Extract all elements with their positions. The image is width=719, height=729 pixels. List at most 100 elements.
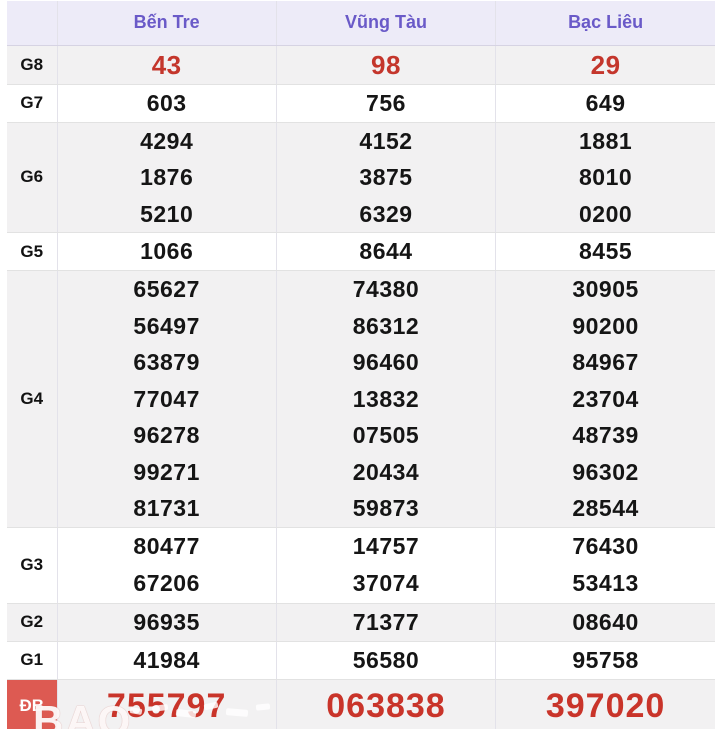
prize-cell-G4-col1: 74380 86312 96460 13832 07505 20434 59873 [276, 270, 497, 528]
prize-row-DB: ĐB 755797 063838 397020 [7, 679, 715, 729]
prize-value: 28544 [572, 495, 639, 521]
prize-value: 67206 [133, 570, 200, 596]
prize-value: 756 [366, 89, 406, 116]
prize-row-G4: G4 65627 56497 63879 77047 96278 99271 81731 743… [7, 270, 715, 528]
prize-value: 29 [590, 49, 621, 80]
prize-cell-G7-col0: 603 [57, 84, 277, 123]
prize-value: 86312 [352, 312, 420, 339]
prize-cell-G2-col2: 08640 [495, 603, 715, 642]
prize-value: 649 [585, 89, 626, 116]
prize-cell-G5-col1: 8644 [276, 232, 497, 271]
prize-cell-G3-col1: 14757 37074 [276, 527, 497, 604]
prize-label-G1: G1 [7, 641, 58, 680]
prize-cell-G7-col2: 649 [495, 84, 715, 123]
prize-value: 43 [151, 49, 182, 80]
prize-cell-G4-col2: 30905 90200 84967 23704 48739 96302 28544 [495, 270, 715, 528]
prize-value: 96460 [352, 349, 420, 375]
prize-value: 08640 [572, 608, 639, 635]
prize-cell-DB-col0: 755797 [57, 679, 277, 729]
prize-label-G5: G5 [7, 232, 58, 271]
prize-row-G1: G1 41984 56580 95758 [7, 641, 715, 680]
lottery-results-table: Bến Tre Vũng Tàu Bạc Liêu G8 43 98 29 G7 603 756… [7, 1, 715, 729]
prize-cell-G5-col2: 8455 [495, 232, 715, 271]
prize-cell-G3-col2: 76430 53413 [495, 527, 715, 604]
prize-value: 1876 [140, 164, 194, 190]
prize-cell-G3-col0: 80477 67206 [57, 527, 277, 604]
prize-cell-G1-col2: 95758 [495, 641, 715, 680]
prize-label-G2: G2 [7, 603, 58, 642]
column-header-2[interactable]: Bạc Liêu [495, 1, 715, 46]
prize-value: 59873 [352, 495, 420, 521]
prize-row-G5: G5 1066 8644 8455 [7, 232, 715, 271]
prize-value: 8010 [578, 164, 633, 190]
prize-value: 1881 [578, 127, 633, 154]
prize-value: 6329 [359, 200, 413, 227]
prize-cell-G5-col0: 1066 [57, 232, 277, 271]
prize-cell-DB-col1: 063838 [276, 679, 497, 729]
column-header-0[interactable]: Bến Tre [57, 1, 277, 46]
header-corner-cell [7, 1, 58, 46]
prize-value: 37074 [352, 570, 420, 596]
prize-value: 71377 [352, 608, 420, 635]
prize-value: 07505 [352, 422, 420, 448]
prize-label-G3: G3 [7, 527, 58, 604]
prize-value: 8455 [578, 238, 633, 264]
prize-value: 48739 [572, 422, 639, 448]
prize-value: 23704 [572, 385, 639, 412]
prize-value: 99271 [133, 458, 200, 485]
prize-value: 755797 [106, 686, 227, 725]
prize-value: 1066 [140, 238, 194, 264]
prize-label-G4: G4 [7, 270, 58, 528]
prize-value: 80477 [133, 532, 200, 559]
prize-value: 53413 [572, 570, 639, 596]
prize-value: 96278 [133, 422, 200, 448]
prize-value: 0200 [578, 200, 633, 227]
prize-value: 063838 [326, 686, 446, 725]
prize-row-G8: G8 43 98 29 [7, 45, 715, 85]
prize-row-G6: G6 4294 1876 5210 4152 3875 6329 1881 8010 0200 [7, 122, 715, 233]
prize-row-G7: G7 603 756 649 [7, 84, 715, 123]
prize-row-G2: G2 96935 71377 08640 [7, 603, 715, 642]
prize-cell-G4-col0: 65627 56497 63879 77047 96278 99271 81731 [57, 270, 277, 528]
prize-value: 74380 [352, 276, 420, 302]
prize-value: 63879 [133, 349, 200, 375]
prize-value: 56580 [352, 646, 420, 673]
prize-value: 65627 [133, 276, 200, 302]
column-header-1[interactable]: Vũng Tàu [276, 1, 497, 46]
prize-label-DB: ĐB [7, 679, 58, 729]
prize-cell-G8-col0: 43 [57, 45, 277, 85]
prize-value: 8644 [359, 238, 413, 264]
prize-value: 3875 [359, 164, 413, 190]
prize-value: 96302 [572, 458, 639, 485]
prize-value: 14757 [352, 532, 420, 559]
prize-value: 13832 [352, 385, 420, 412]
prize-label-G6: G6 [7, 122, 58, 233]
prize-value: 90200 [572, 312, 639, 339]
prize-cell-G8-col2: 29 [495, 45, 715, 85]
prize-value: 30905 [572, 276, 639, 302]
prize-label-G8: G8 [7, 45, 58, 85]
prize-value: 603 [146, 89, 187, 116]
prize-value: 81731 [133, 495, 200, 521]
header-row: Bến Tre Vũng Tàu Bạc Liêu [7, 1, 715, 46]
prize-value: 98 [371, 49, 401, 80]
prize-cell-DB-col2: 397020 [495, 679, 715, 729]
prize-cell-G2-col0: 96935 [57, 603, 277, 642]
prize-cell-G1-col1: 56580 [276, 641, 497, 680]
prize-value: 96935 [133, 608, 200, 635]
prize-cell-G6-col2: 1881 8010 0200 [495, 122, 715, 233]
prize-value: 95758 [572, 646, 639, 673]
prize-value: 397020 [545, 686, 666, 725]
prize-cell-G8-col1: 98 [276, 45, 497, 85]
prize-cell-G1-col0: 41984 [57, 641, 277, 680]
prize-row-G3: G3 80477 67206 14757 37074 76430 53413 [7, 527, 715, 604]
prize-value: 5210 [140, 200, 194, 227]
prize-value: 56497 [133, 312, 200, 339]
prize-value: 4152 [359, 127, 413, 154]
prize-label-G7: G7 [7, 84, 58, 123]
prize-cell-G6-col1: 4152 3875 6329 [276, 122, 497, 233]
prize-value: 41984 [133, 646, 200, 673]
prize-cell-G7-col1: 756 [276, 84, 497, 123]
prize-value: 84967 [572, 349, 639, 375]
